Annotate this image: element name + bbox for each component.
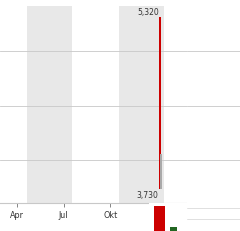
Bar [160,155,162,189]
Bar [27,7,72,203]
Bar [154,206,165,231]
Bar [119,7,164,203]
Text: 3,730: 3,730 [137,190,159,199]
Text: 5,320: 5,320 [137,8,159,17]
Bar [170,227,177,231]
Bar [159,18,161,189]
Bar [149,203,187,231]
